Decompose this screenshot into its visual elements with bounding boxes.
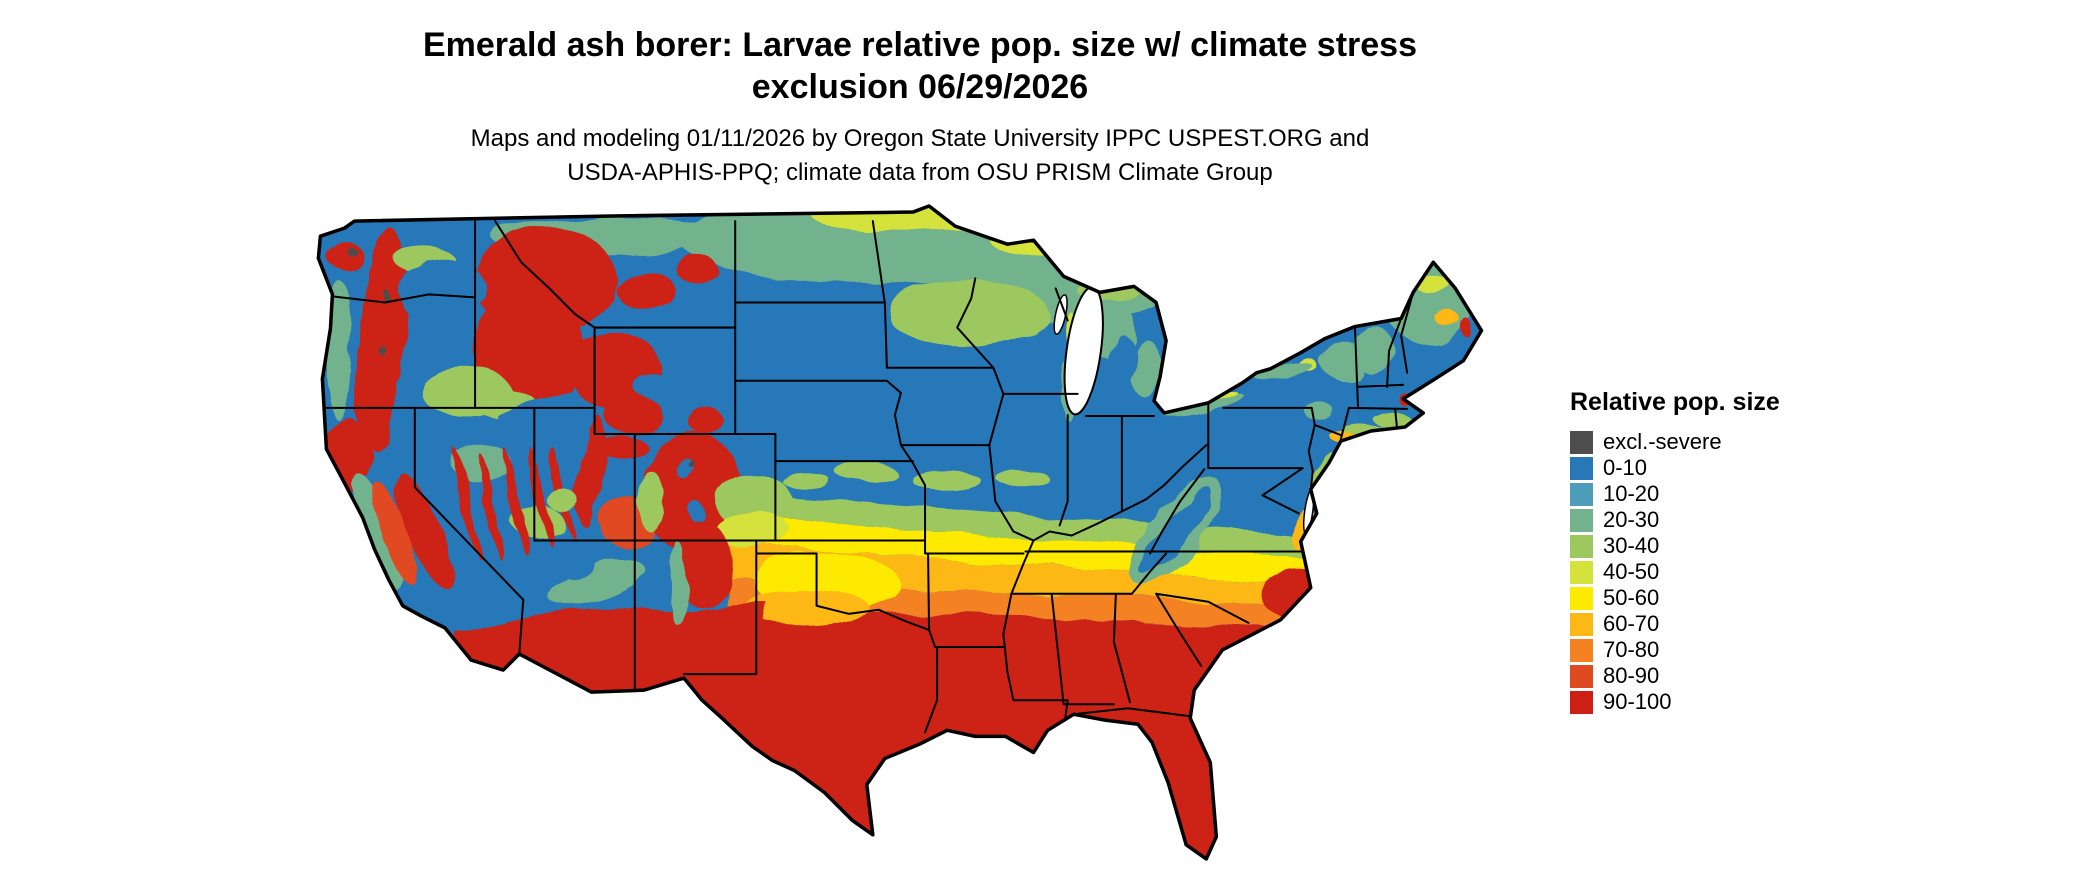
map-clipped-group	[318, 206, 1482, 859]
legend-swatch	[1570, 586, 1593, 610]
legend-label: 40-50	[1603, 559, 1660, 584]
map-subtitle-line1: Maps and modeling 01/11/2026 by Oregon S…	[470, 125, 1370, 152]
legend-swatch	[1570, 456, 1593, 480]
us-map	[303, 200, 1527, 882]
legend-items: excl.-severe 0-10 10-20 20-30 30-40 40-5…	[1570, 429, 1870, 715]
map-title-line2: exclusion 06/29/2026	[751, 68, 1089, 106]
us-outline	[316, 204, 1484, 861]
legend-item: 40-50	[1570, 559, 1870, 585]
legend-label: 90-100	[1603, 689, 1672, 714]
legend-label: 80-90	[1603, 663, 1660, 688]
legend-label: 0-10	[1603, 455, 1648, 480]
legend-swatch	[1570, 482, 1593, 506]
legend-label: 30-40	[1603, 533, 1660, 558]
legend-label: 20-30	[1603, 507, 1660, 532]
legend-item: 20-30	[1570, 507, 1870, 533]
us-map-svg	[316, 204, 1484, 861]
legend-swatch	[1570, 664, 1593, 688]
legend-label: 60-70	[1603, 611, 1660, 636]
legend-item: 30-40	[1570, 533, 1870, 559]
legend-swatch	[1570, 560, 1593, 584]
legend-label: excl.-severe	[1603, 429, 1722, 454]
map-title: Emerald ash borer: Larvae relative pop. …	[0, 24, 1840, 108]
legend: Relative pop. size excl.-severe 0-10 10-…	[1570, 388, 1870, 715]
legend-swatch	[1570, 612, 1593, 636]
legend-item: 90-100	[1570, 689, 1870, 715]
legend-swatch	[1570, 690, 1593, 714]
legend-label: 10-20	[1603, 481, 1660, 506]
legend-swatch	[1570, 638, 1593, 662]
legend-swatch	[1570, 534, 1593, 558]
map-subtitle-line2: USDA-APHIS-PPQ; climate data from OSU PR…	[567, 159, 1273, 186]
legend-item: 0-10	[1570, 455, 1870, 481]
legend-item: 50-60	[1570, 585, 1870, 611]
legend-item: 70-80	[1570, 637, 1870, 663]
legend-item: 10-20	[1570, 481, 1870, 507]
legend-label: 50-60	[1603, 585, 1660, 610]
legend-item: 80-90	[1570, 663, 1870, 689]
legend-label: 70-80	[1603, 637, 1660, 662]
legend-item: 60-70	[1570, 611, 1870, 637]
map-title-line1: Emerald ash borer: Larvae relative pop. …	[422, 26, 1417, 64]
legend-swatch	[1570, 430, 1593, 454]
map-subtitle: Maps and modeling 01/11/2026 by Oregon S…	[0, 122, 1840, 190]
legend-swatch	[1570, 508, 1593, 532]
legend-item: excl.-severe	[1570, 429, 1870, 455]
legend-title: Relative pop. size	[1570, 388, 1780, 416]
state-borders	[321, 220, 1415, 734]
